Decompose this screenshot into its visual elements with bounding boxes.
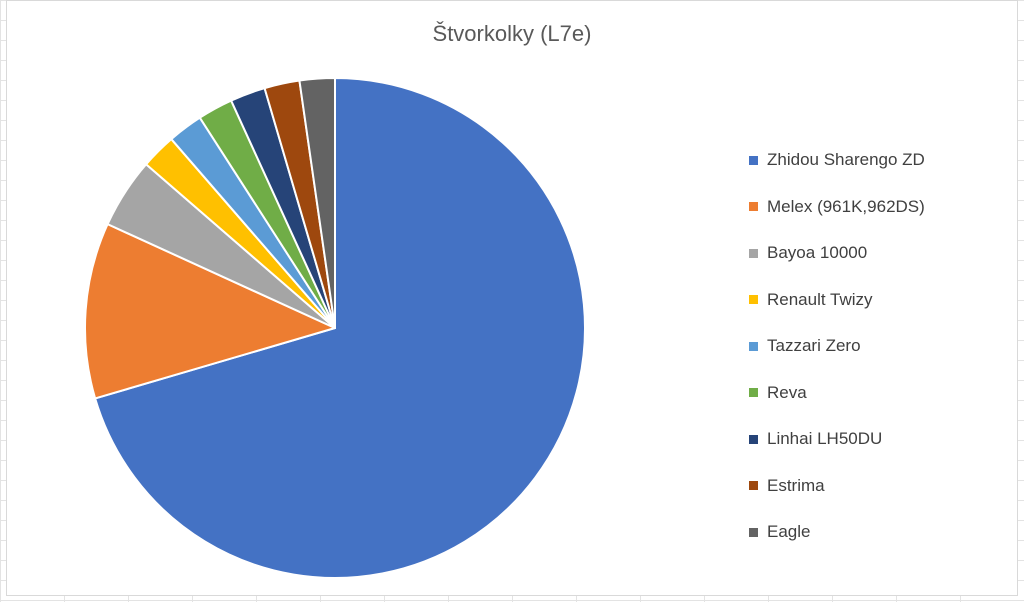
legend-label: Eagle <box>767 522 811 542</box>
legend-item-melex[interactable]: Melex (961K,962DS) <box>749 184 1009 231</box>
legend-swatch <box>749 295 758 305</box>
legend-swatch <box>749 202 758 212</box>
legend-swatch <box>749 481 758 491</box>
legend-swatch <box>749 527 758 537</box>
legend-label: Estrima <box>767 475 825 495</box>
chart-title: Štvorkolky (L7e) <box>432 21 592 46</box>
legend-label: Bayoa 10000 <box>767 243 868 263</box>
legend-swatch <box>749 341 758 351</box>
legend-swatch <box>749 248 758 258</box>
chart-area[interactable]: Štvorkolky (L7e) Zhidou Sharengo ZD Melex… <box>6 0 1018 596</box>
chart-legend[interactable]: Zhidou Sharengo ZD Melex (961K,962DS) Bayo… <box>749 137 1009 556</box>
legend-item-bayoa-10000[interactable]: Bayoa 10000 <box>749 230 1009 277</box>
pie-chart[interactable] <box>7 1 1017 595</box>
legend-item-zhidou-sharengo-zd[interactable]: Zhidou Sharengo ZD <box>749 137 1009 184</box>
legend-item-linhai-lh50du[interactable]: Linhai LH50DU <box>749 416 1009 463</box>
pie-slice-melex[interactable] <box>84 223 336 400</box>
legend-swatch <box>749 388 758 398</box>
legend-item-eagle[interactable]: Eagle <box>749 509 1009 556</box>
legend-label: Tazzari Zero <box>767 336 861 356</box>
legend-label: Linhai LH50DU <box>767 429 883 449</box>
legend-swatch <box>749 434 758 444</box>
legend-label: Zhidou Sharengo ZD <box>767 150 925 170</box>
legend-label: Melex (961K,962DS) <box>767 196 925 216</box>
legend-item-estrima[interactable]: Estrima <box>749 463 1009 510</box>
legend-item-renault-twizy[interactable]: Renault Twizy <box>749 277 1009 324</box>
legend-label: Renault Twizy <box>767 289 873 309</box>
legend-label: Reva <box>767 382 807 402</box>
pie-slice-eagle[interactable] <box>298 77 336 329</box>
pie-slice-zhidou-sharengo-zd[interactable] <box>94 77 586 579</box>
legend-item-tazzari-zero[interactable]: Tazzari Zero <box>749 323 1009 370</box>
legend-swatch <box>749 155 758 165</box>
legend-item-reva[interactable]: Reva <box>749 370 1009 417</box>
